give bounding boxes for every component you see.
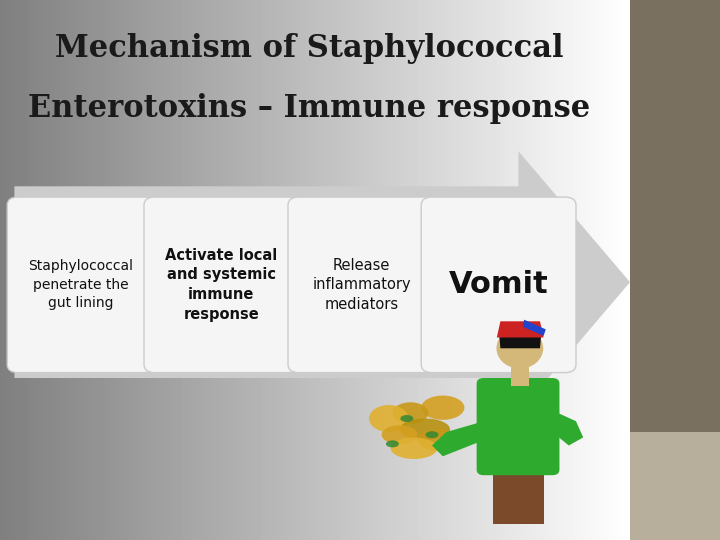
- Bar: [511, 364, 529, 386]
- Ellipse shape: [400, 418, 450, 440]
- Polygon shape: [14, 151, 630, 413]
- Ellipse shape: [426, 431, 438, 438]
- Ellipse shape: [497, 328, 544, 368]
- Text: Mechanism of Staphylococcal: Mechanism of Staphylococcal: [55, 33, 564, 64]
- Ellipse shape: [369, 405, 409, 432]
- Ellipse shape: [386, 441, 399, 447]
- FancyBboxPatch shape: [421, 197, 576, 373]
- Ellipse shape: [421, 395, 464, 420]
- Ellipse shape: [400, 415, 413, 422]
- Ellipse shape: [390, 437, 437, 459]
- Text: Staphylococcal
penetrate the
gut lining: Staphylococcal penetrate the gut lining: [29, 259, 133, 310]
- Ellipse shape: [392, 402, 428, 424]
- Polygon shape: [552, 410, 583, 445]
- Polygon shape: [523, 320, 546, 336]
- FancyBboxPatch shape: [144, 197, 299, 373]
- Ellipse shape: [382, 426, 418, 444]
- Bar: [630, 432, 720, 540]
- Polygon shape: [497, 321, 544, 338]
- Text: Vomit: Vomit: [449, 271, 549, 299]
- Polygon shape: [432, 421, 484, 456]
- Bar: [493, 459, 544, 524]
- FancyBboxPatch shape: [7, 197, 155, 373]
- Polygon shape: [499, 332, 541, 348]
- Bar: [630, 0, 720, 540]
- Ellipse shape: [418, 429, 461, 451]
- FancyBboxPatch shape: [288, 197, 436, 373]
- Text: Release
inflammatory
mediators: Release inflammatory mediators: [312, 258, 411, 312]
- FancyBboxPatch shape: [477, 378, 559, 475]
- Text: Enterotoxins – Immune response: Enterotoxins – Immune response: [29, 92, 590, 124]
- Text: Activate local
and systemic
immune
response: Activate local and systemic immune respo…: [166, 248, 277, 322]
